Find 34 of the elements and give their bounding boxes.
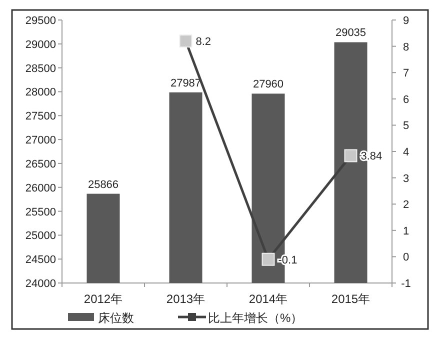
y-tick-label: 29000 (25, 38, 56, 51)
y-tick-label: 26000 (25, 182, 56, 194)
y2-tick-label: 1 (402, 225, 410, 238)
y-tick-label: 28500 (25, 62, 56, 75)
y-tick-label: 24500 (25, 254, 56, 266)
y2-tick-label: 8 (402, 41, 410, 54)
y-tick-label: 28000 (25, 86, 56, 99)
y2-tick-label: 4 (402, 146, 410, 158)
x-tick-label: 2015年 (331, 292, 370, 306)
y2-tick-label: 9 (402, 15, 410, 27)
y2-tick-label: 6 (402, 94, 410, 106)
y-tick-label: 25000 (25, 230, 56, 242)
y2-tick-label: 3 (402, 172, 410, 185)
data-label: 29035 (335, 27, 366, 40)
legend-label: 床位数 (98, 311, 134, 325)
data-label: 25866 (88, 178, 119, 191)
y2-tick-label: -1 (401, 278, 411, 290)
y2-tick-label: 7 (402, 68, 410, 80)
y-tick-label: 29500 (25, 15, 56, 27)
x-tick-label: 2012年 (84, 292, 123, 306)
x-tick-label: 2013年 (166, 292, 206, 306)
data-label: 27987 (170, 77, 202, 90)
y-tick-label: 25500 (25, 206, 56, 218)
y2-tick-label: 0 (402, 252, 410, 264)
y2-tick-label: 5 (402, 120, 410, 132)
y-tick-label: 26500 (25, 158, 56, 170)
x-tick-label: 2014年 (248, 292, 288, 306)
y-tick-label: 24000 (25, 278, 56, 290)
data-label: 8.2 (196, 36, 212, 48)
legend-label: 比上年增长（%） (208, 311, 303, 325)
y-tick-label: 27500 (25, 110, 56, 123)
y2-tick-label: 2 (402, 199, 410, 212)
data-label: 27960 (252, 78, 284, 91)
y-tick-label: 27000 (25, 134, 56, 147)
